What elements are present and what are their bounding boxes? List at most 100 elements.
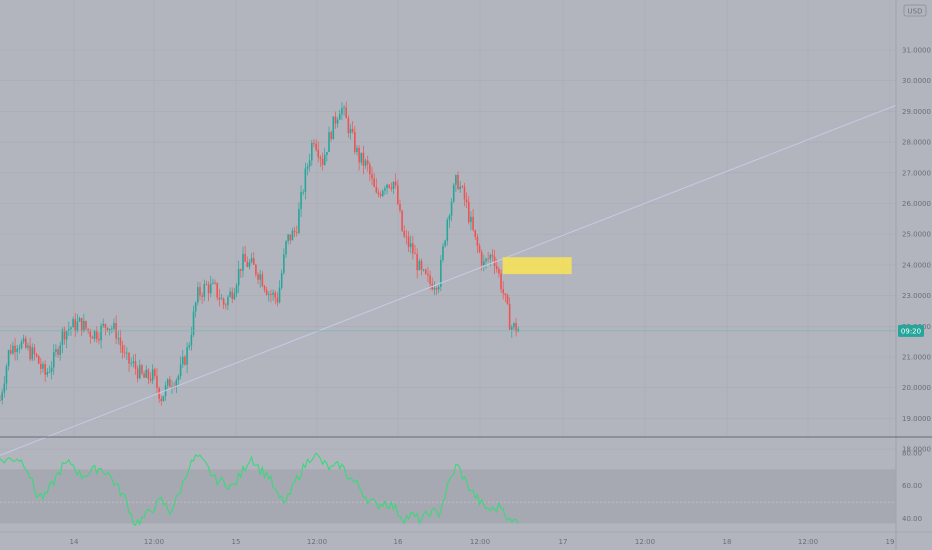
candle-body <box>358 148 360 163</box>
candle-body <box>171 386 173 388</box>
candle-body <box>332 116 335 140</box>
highlight-zone[interactable] <box>502 257 572 275</box>
rsi-tick-label: 40.00 <box>902 515 922 523</box>
candle-body <box>179 364 182 377</box>
candle-body <box>302 191 305 193</box>
candle-body <box>132 361 135 364</box>
candle-body <box>446 219 449 241</box>
price-axis[interactable]: 31.0000 30.0000 29.0000 28.0000 27.0000 26.00… <box>895 0 931 550</box>
time-axis[interactable]: 14 12:00 15 12:00 16 12:00 17 12:00 18 12:00 19 <box>0 531 932 546</box>
price-tick-label: 26.0000 <box>902 200 931 208</box>
candle-body <box>40 363 42 369</box>
candle-body <box>381 190 384 196</box>
candle-body <box>29 345 31 360</box>
candle-body <box>465 199 468 202</box>
candle-body <box>298 208 300 234</box>
candle-body <box>33 347 36 355</box>
candle-body <box>156 375 158 388</box>
candle-body <box>420 261 423 270</box>
candle-body <box>119 337 122 346</box>
rsi-pane[interactable]: 80.00 60.00 40.00 <box>0 436 932 526</box>
candle-body <box>78 318 81 322</box>
candle-body <box>349 128 352 134</box>
candle-body <box>283 254 285 274</box>
candle-body <box>373 178 375 187</box>
candle-body <box>188 345 191 348</box>
candle-body <box>435 288 438 290</box>
candle-body <box>366 160 369 165</box>
candle-body <box>91 336 94 339</box>
candle-body <box>397 185 399 205</box>
candle-body <box>147 369 150 379</box>
candle-body <box>227 296 229 305</box>
candle-body <box>386 184 388 189</box>
candle-body <box>457 175 459 190</box>
candle-body <box>317 149 320 158</box>
candle-body <box>197 287 199 303</box>
candle-body <box>493 256 496 267</box>
candle-body <box>326 151 328 155</box>
time-badge-label: 09:20 <box>901 327 921 335</box>
candle-body <box>235 285 238 294</box>
candle-body <box>289 234 292 241</box>
trend-line[interactable] <box>0 104 897 456</box>
candle-body <box>102 323 105 326</box>
candle-body <box>14 345 16 353</box>
candle-body <box>304 168 307 192</box>
candle-body <box>1 392 3 401</box>
drawing-overlays[interactable] <box>0 104 897 456</box>
candle-body <box>181 356 184 365</box>
candle-body <box>229 291 231 297</box>
candle-body <box>362 152 365 166</box>
candle-body <box>149 378 152 381</box>
candle-body <box>248 262 251 267</box>
candle-body <box>231 291 234 300</box>
price-tick-label: 27.0000 <box>902 169 931 177</box>
currency-label[interactable]: USD <box>903 4 927 17</box>
rsi-line <box>0 452 519 526</box>
candle-body <box>422 269 425 271</box>
candle-body <box>347 118 350 134</box>
candle-body <box>48 371 51 373</box>
candle-body <box>3 383 6 393</box>
candle-body <box>416 253 418 271</box>
candle-body <box>9 350 12 354</box>
candle-body <box>244 253 246 262</box>
candle-body <box>160 398 163 402</box>
candle-body <box>130 363 132 364</box>
candle-body <box>207 284 210 294</box>
candle-body <box>313 143 315 144</box>
candle-body <box>414 253 416 255</box>
candle-body <box>263 286 266 290</box>
candle-body <box>293 230 296 233</box>
candle-body <box>106 327 109 331</box>
candle-body <box>37 355 40 364</box>
candle-body <box>95 330 98 340</box>
candle-body <box>463 186 466 200</box>
candle-body <box>351 128 354 132</box>
candle-body <box>111 328 113 330</box>
candle-body <box>201 295 203 297</box>
candle-body <box>209 283 212 294</box>
candle-body <box>52 352 55 368</box>
candle-body <box>472 216 474 230</box>
candle-body <box>354 131 356 152</box>
candle-body <box>108 328 111 331</box>
candle-body <box>515 323 517 332</box>
candle-body <box>237 268 240 286</box>
candle-body <box>412 243 414 254</box>
candle-body <box>20 341 23 349</box>
price-tick-label: 30.0000 <box>902 77 931 85</box>
candle-body <box>93 330 96 339</box>
candle-body <box>487 258 489 260</box>
candle-body <box>203 284 206 297</box>
candle-body <box>113 323 115 329</box>
candle-body <box>44 364 46 375</box>
candle-body <box>143 373 145 378</box>
candle-body <box>61 329 64 345</box>
candle-body <box>134 361 137 369</box>
candle-body <box>22 338 25 342</box>
